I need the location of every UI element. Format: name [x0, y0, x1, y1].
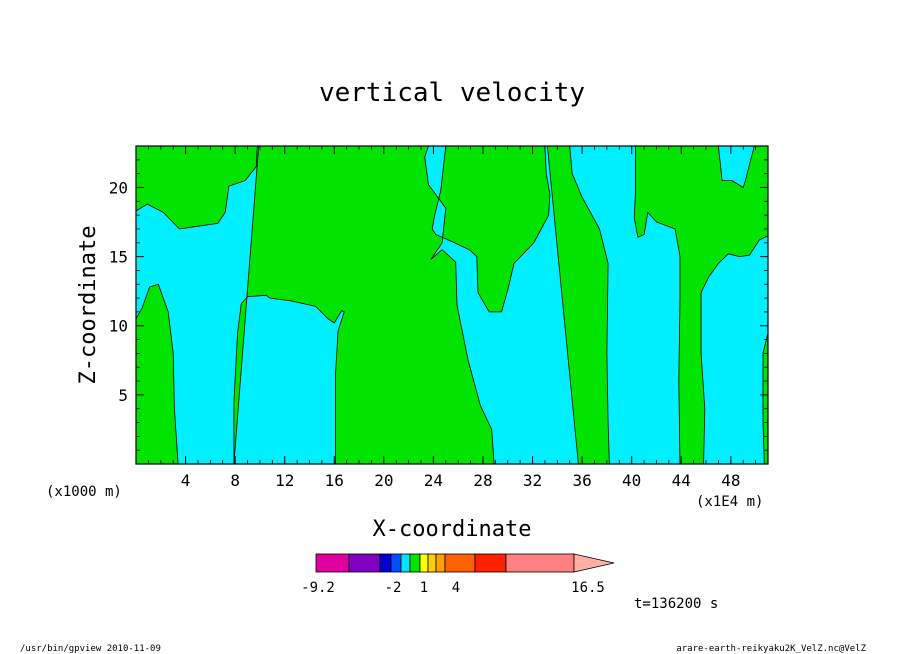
x-tick-label: 4: [181, 471, 191, 490]
region-positive-5: [762, 332, 769, 465]
region-positive-4: [633, 145, 769, 465]
y-tick-label: 5: [118, 386, 128, 405]
colorbar-segment: [390, 553, 402, 573]
time-label: t=136200 s: [634, 596, 718, 612]
colorbar-segment: [379, 553, 392, 573]
x-tick-label: 32: [523, 471, 542, 490]
x-tick-label: 48: [721, 471, 740, 490]
x-axis-label: X-coordinate: [373, 517, 532, 542]
colorbar-segment: [505, 553, 575, 573]
colorbar-label: 4: [452, 580, 460, 596]
x-tick-label: 16: [325, 471, 344, 490]
x-tick-label: 36: [572, 471, 591, 490]
colorbar-segment: [444, 553, 476, 573]
region-positive-0: [135, 283, 179, 465]
colorbar-segment: [400, 553, 411, 573]
plot-frame: [135, 145, 769, 465]
x-tick-label: 20: [374, 471, 393, 490]
x-tick-label: 12: [275, 471, 294, 490]
colorbar-segment: [435, 553, 446, 573]
footer-right: arare-earth-reikyaku2K_VelZ.nc@VelZ: [676, 644, 866, 654]
colorbar-label: -9.2: [301, 580, 335, 596]
colorbar-segment: [348, 553, 381, 573]
y-tick-label: 15: [109, 248, 128, 267]
x-tick-label: 28: [473, 471, 492, 490]
footer-left: /usr/bin/gpview 2010-11-09: [20, 644, 161, 654]
colorbar: -9.2 -2 1 4 16.5: [301, 553, 615, 596]
colorbar-arrow: [573, 553, 615, 573]
x-tick-label: 24: [424, 471, 443, 490]
chart-title: vertical velocity: [319, 78, 585, 108]
x-units-label: (x1000 m): [46, 484, 122, 500]
colorbar-label: -2: [385, 580, 402, 596]
region-positive-1: [135, 145, 258, 230]
colorbar-label: 16.5: [571, 580, 605, 596]
colorbar-segment: [474, 553, 507, 573]
x-tick-label: 8: [230, 471, 240, 490]
colorbar-segment: [427, 553, 437, 573]
x-tick-label: 40: [622, 471, 641, 490]
colorbar-segment: [409, 553, 421, 573]
colorbar-label: 1: [420, 580, 428, 596]
y-tick-label: 10: [109, 317, 128, 336]
x-tick-label: 44: [672, 471, 691, 490]
y-axis-label: Z-coordinate: [76, 226, 101, 385]
region-positive-2: [233, 145, 551, 465]
y-tick-label: 20: [109, 178, 128, 197]
colorbar-segment: [419, 553, 429, 573]
colorbar-segment: [315, 553, 350, 573]
x-multiplier-label: (x1E4 m): [696, 494, 763, 510]
